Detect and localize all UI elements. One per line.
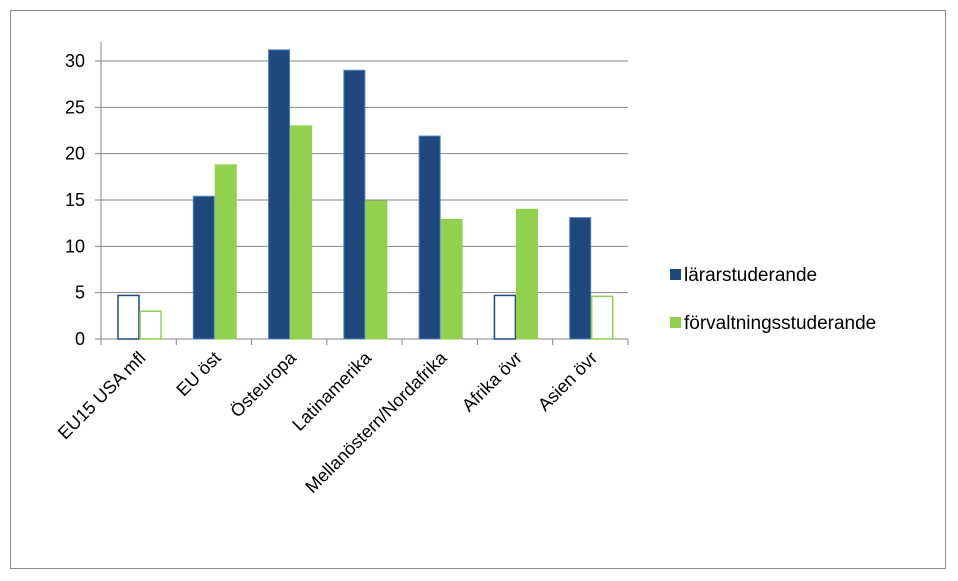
legend-swatch xyxy=(670,269,681,280)
bar-lararstuderande xyxy=(569,217,592,340)
bar-lararstuderande xyxy=(117,294,140,340)
x-tick-label: Afrika övr xyxy=(458,348,526,416)
x-tick-label: EU15 USA mfl xyxy=(54,348,149,443)
x-tick-label: EU öst xyxy=(172,348,224,400)
y-tick-label: 30 xyxy=(65,51,85,71)
bar-forvaltningsstuderande xyxy=(214,164,237,340)
bar-lararstuderande xyxy=(493,294,517,340)
bar-forvaltningsstuderande xyxy=(365,200,388,340)
x-tick-label: Östeuropa xyxy=(226,347,300,421)
y-tick-label: 25 xyxy=(65,97,85,117)
x-tick-label: Asien övr xyxy=(534,348,601,415)
y-tick-label: 0 xyxy=(75,329,85,349)
bar-forvaltningsstuderande xyxy=(290,125,313,340)
bar-lararstuderande xyxy=(418,135,441,340)
bar-forvaltningsstuderande xyxy=(515,208,538,340)
bar-forvaltningsstuderande xyxy=(440,218,463,340)
bar-forvaltningsstuderande xyxy=(590,295,614,340)
y-tick-label: 15 xyxy=(65,190,85,210)
bar-lararstuderande xyxy=(343,69,366,340)
chart-frame xyxy=(10,10,946,569)
bar-lararstuderande xyxy=(268,49,291,340)
y-tick-label: 5 xyxy=(75,283,85,303)
x-tick-label: Mellanöstern/Nordafrika xyxy=(301,347,451,497)
legend-swatch xyxy=(670,317,681,328)
y-tick-label: 10 xyxy=(65,236,85,256)
y-tick-label: 20 xyxy=(65,144,85,164)
bar-forvaltningsstuderande xyxy=(139,310,162,340)
legend-label: förvaltningsstuderande xyxy=(684,313,876,334)
legend-label: lärarstuderande xyxy=(684,265,817,286)
bar-lararstuderande xyxy=(192,195,215,340)
